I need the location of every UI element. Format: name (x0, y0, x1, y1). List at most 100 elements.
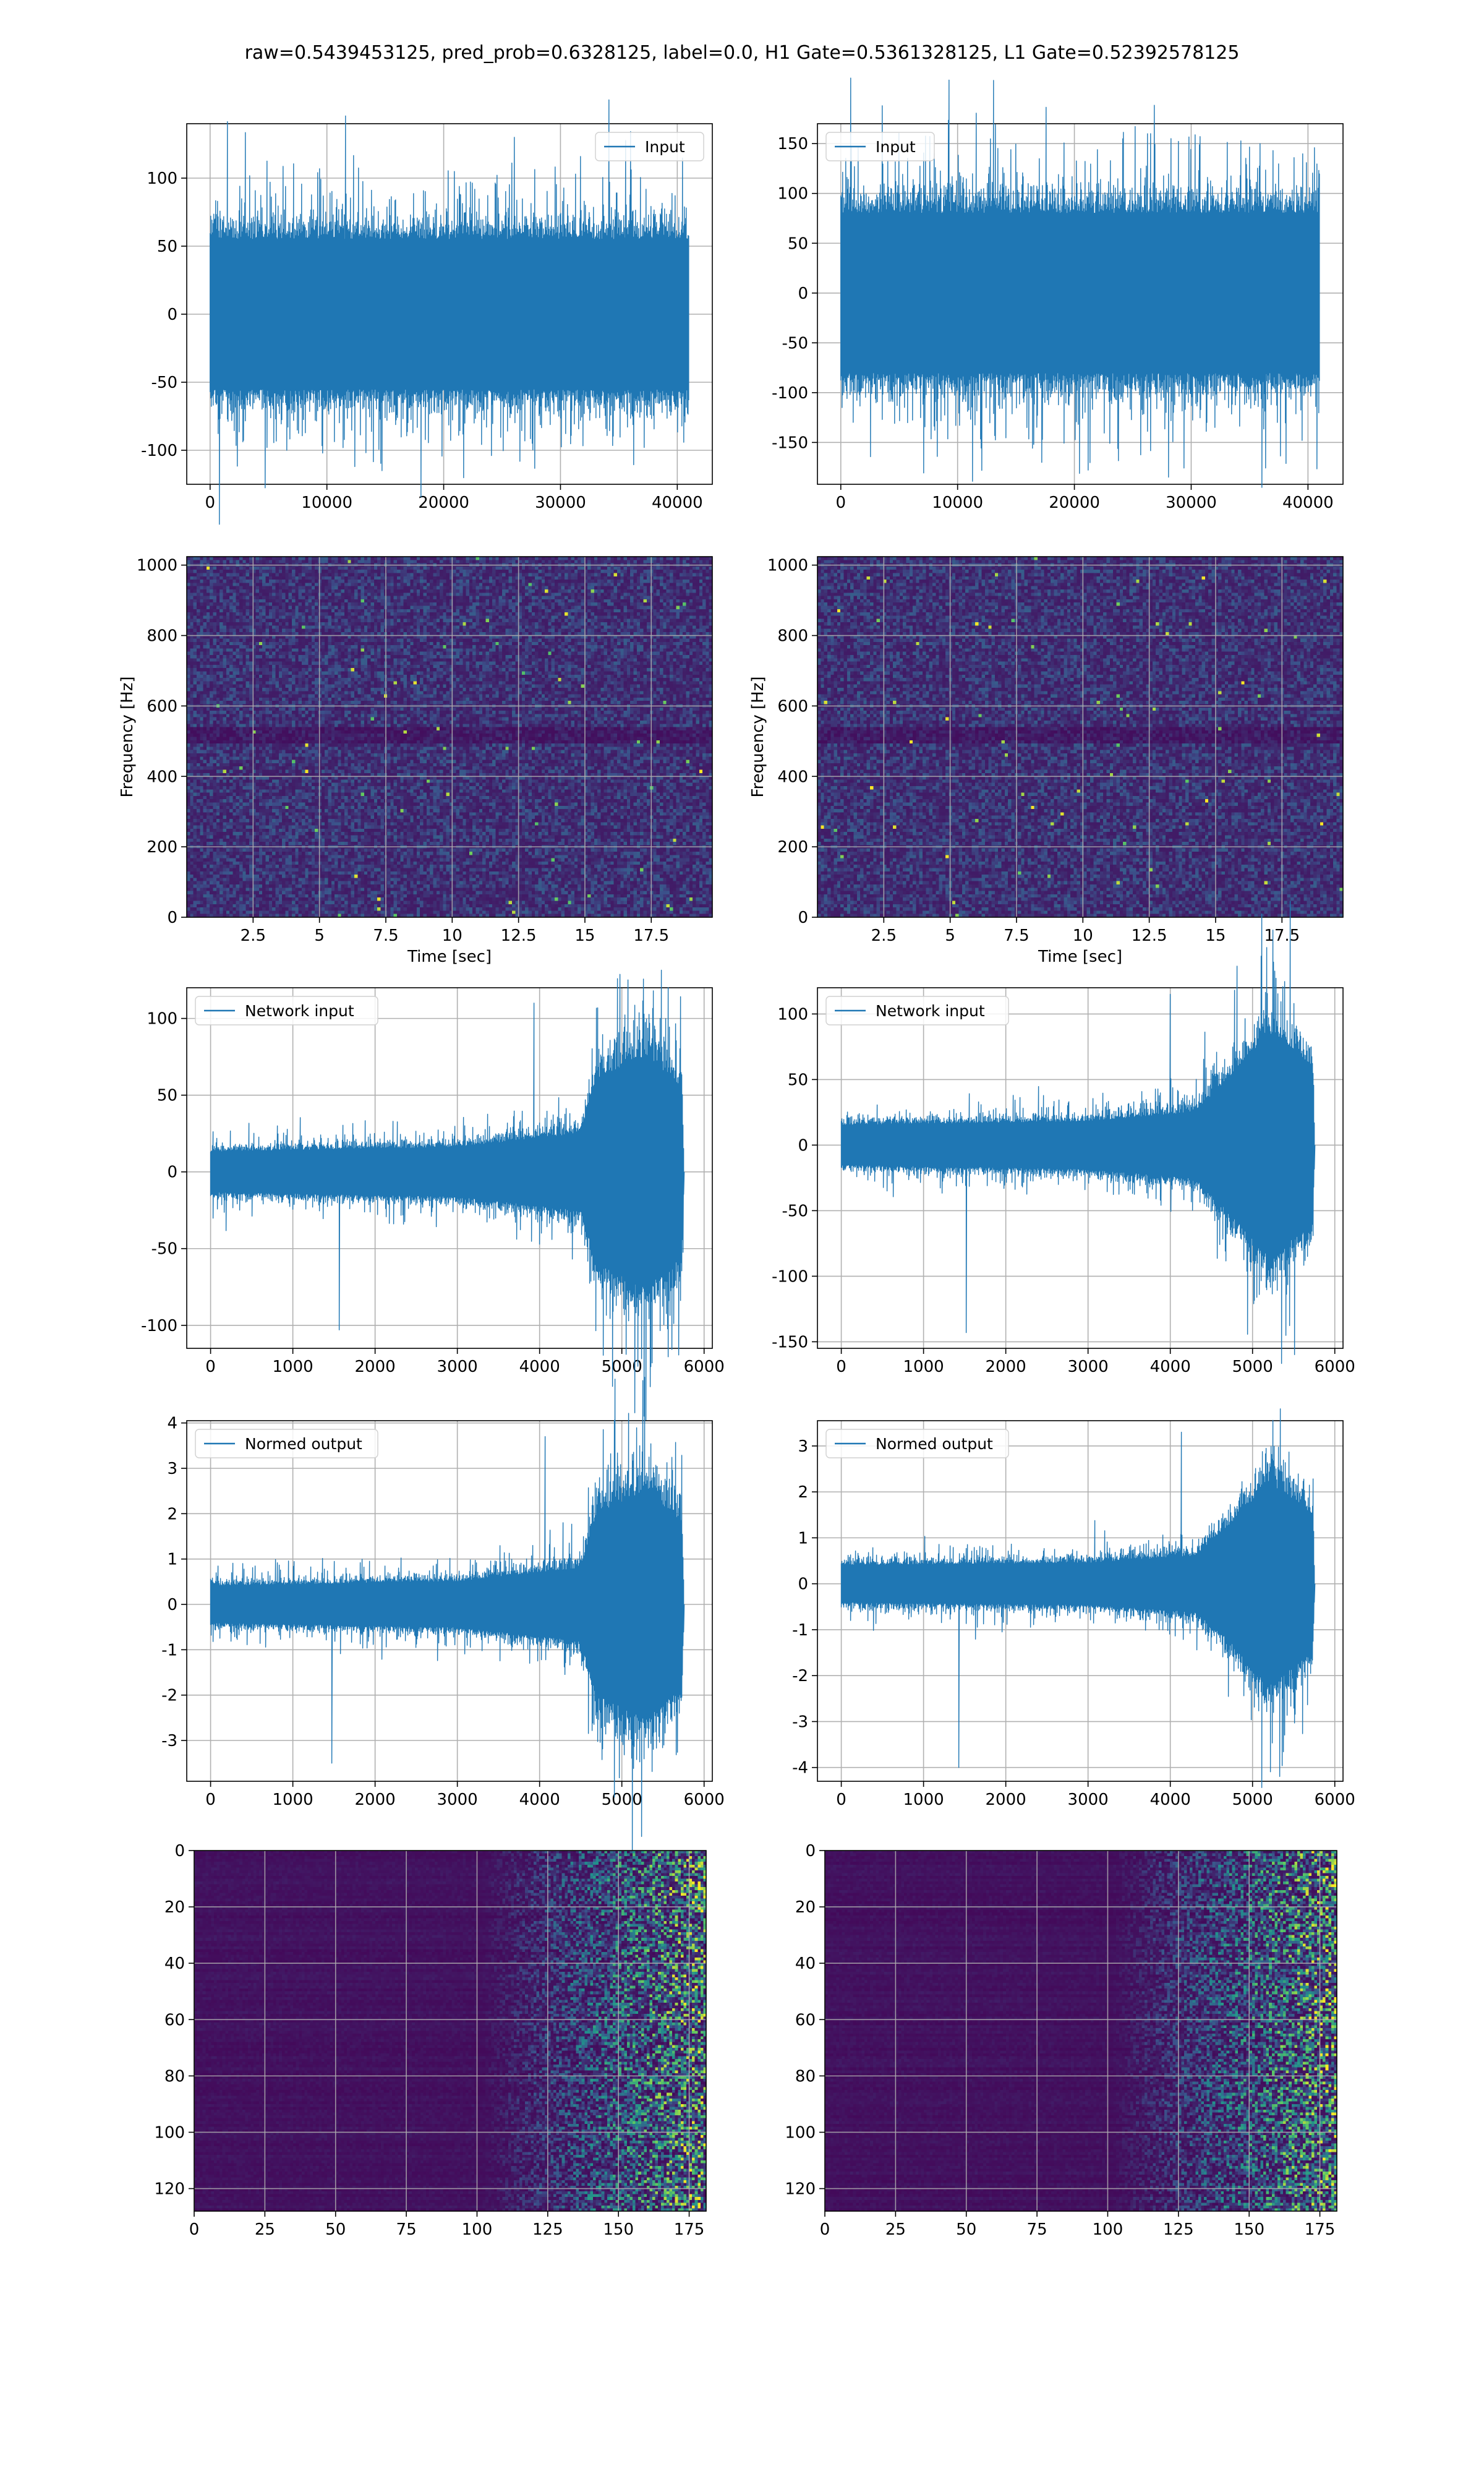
y-tick-label: 4 (167, 1415, 177, 1433)
axes-frame (824, 1850, 1337, 2212)
y-tick-label: -2 (792, 1667, 808, 1685)
x-tick-label: 0 (205, 1791, 216, 1809)
x-tick-label: 1000 (903, 1358, 944, 1376)
x-tick-label: 50 (325, 2220, 346, 2239)
chart-spec_l1: 2.5 5 7.5 10 12.5 15 17.5 0 200 400 600 800 1000 Time… (749, 556, 1344, 966)
y-tick-label: 600 (777, 697, 808, 716)
x-tick-label: 25 (255, 2220, 275, 2239)
x-tick-label: 40000 (652, 494, 703, 512)
series-line (210, 1377, 685, 1854)
x-tick-label: 10000 (301, 494, 352, 512)
legend: Network input (195, 996, 378, 1025)
y-tick-label: 80 (795, 2067, 816, 2086)
legend-label: Normed output (876, 1435, 993, 1453)
x-tick-label: 150 (603, 2220, 634, 2239)
x-tick-label: 6000 (684, 1358, 725, 1376)
x-tick-label: 1000 (273, 1358, 313, 1376)
y-tick-label: 1 (798, 1529, 808, 1547)
legend: Input (595, 132, 704, 161)
x-tick-label: 5 (314, 927, 325, 945)
legend-frame (825, 132, 935, 161)
x-tick-label: 12.5 (501, 927, 537, 945)
y-tick-label: 20 (795, 1898, 816, 1917)
x-tick-label: 25 (885, 2220, 906, 2239)
heatmap-image (825, 1851, 1337, 2211)
axes-frame (817, 1420, 1344, 1782)
y-tick-label: 400 (777, 768, 808, 786)
y-tick-label: -50 (151, 1240, 177, 1259)
x-tick-label: 4000 (519, 1358, 560, 1376)
y-tick-label: 100 (785, 2123, 816, 2142)
chart-net_l1: 0 1000 2000 3000 4000 5000 6000-150-100-500501… (772, 901, 1355, 1376)
y-tick-label: 400 (147, 768, 177, 786)
y-tick-label: 0 (167, 306, 177, 324)
x-tick-label: 50 (956, 2220, 976, 2239)
y-tick-label: 20 (164, 1898, 185, 1917)
y-tick-label: 60 (164, 2011, 185, 2029)
y-axis-label: Frequency [Hz] (118, 676, 137, 797)
series-line (840, 1408, 1316, 1788)
axes-frame (186, 987, 713, 1349)
y-tick-label: 2 (798, 1483, 808, 1502)
x-axis-label: Time [sec] (1038, 948, 1122, 966)
x-tick-label: 17.5 (1264, 927, 1300, 945)
y-tick-label: -100 (772, 1267, 808, 1286)
y-tick-label: -150 (772, 434, 808, 452)
y-tick-label: 100 (777, 1005, 808, 1024)
y-tick-label: 100 (154, 2123, 185, 2142)
y-tick-label: 150 (777, 135, 808, 153)
x-tick-label: 3000 (1068, 1791, 1109, 1809)
x-tick-label: 5000 (602, 1358, 642, 1376)
x-tick-label: 10000 (932, 494, 983, 512)
heatmap-image (187, 557, 712, 917)
x-tick-label: 5 (945, 927, 955, 945)
legend-label: Network input (245, 1002, 354, 1020)
legend-frame (195, 996, 378, 1025)
y-tick-label: 800 (147, 627, 177, 646)
axes-frame (817, 987, 1344, 1349)
axes-frame (817, 123, 1344, 485)
y-tick-label: 1000 (767, 557, 808, 575)
y-tick-label: -50 (782, 1202, 808, 1220)
series-line (210, 969, 685, 1429)
x-tick-label: 175 (1305, 2220, 1336, 2239)
x-tick-label: 75 (396, 2220, 417, 2239)
y-tick-label: -4 (792, 1759, 808, 1778)
legend: Normed output (825, 1429, 1009, 1458)
y-tick-label: -1 (792, 1621, 808, 1640)
x-tick-label: 10 (442, 927, 463, 945)
x-tick-label: 1000 (903, 1791, 944, 1809)
chart-spec_h1: 2.5 5 7.5 10 12.5 15 17.5 0 200 400 600 800 1000 Time… (118, 556, 713, 966)
y-tick-label: 0 (798, 1575, 808, 1594)
chart-emb_h1: 0 25 50 75 100 125 150 175 0 20 40 60 80 100 120 (154, 1842, 707, 2239)
y-tick-label: 0 (167, 909, 177, 927)
y-tick-label: 40 (164, 1954, 185, 1973)
chart-norm_l1: 0 1000 2000 3000 4000 5000 6000 -4 -3 -2 -1 0 1 2 3 Nor… (792, 1408, 1355, 1809)
x-tick-label: 12.5 (1132, 927, 1167, 945)
chart-norm_h1: 0 1000 2000 3000 4000 5000 6000 -3 -2 -1 0 1 2 3 4 Norm… (161, 1377, 725, 1854)
y-tick-label: 50 (157, 238, 177, 256)
legend-frame (595, 132, 704, 161)
x-tick-label: 100 (1093, 2220, 1124, 2239)
chart-input_l1: 0 10000 20000 30000 40000 -150 -100 -50 0 50 100 15… (772, 77, 1344, 512)
x-tick-label: 1000 (273, 1791, 313, 1809)
heatmap-image (817, 557, 1343, 917)
chart-emb_l1: 0 25 50 75 100 125 150 175 0 20 40 60 80 100 120 (785, 1842, 1337, 2239)
x-tick-label: 2000 (986, 1358, 1026, 1376)
y-tick-label: 120 (154, 2180, 185, 2199)
x-tick-label: 10 (1073, 927, 1093, 945)
y-tick-label: 0 (798, 909, 808, 927)
x-tick-label: 3000 (1068, 1358, 1109, 1376)
x-tick-label: 75 (1027, 2220, 1047, 2239)
y-tick-label: 3 (798, 1437, 808, 1456)
y-tick-label: 50 (788, 234, 808, 253)
x-tick-label: 4000 (1150, 1791, 1191, 1809)
x-tick-label: 15 (574, 927, 595, 945)
y-tick-label: 40 (795, 1954, 816, 1973)
y-tick-label: 1000 (137, 557, 177, 575)
x-tick-label: 5000 (602, 1791, 642, 1809)
y-tick-label: 2 (167, 1505, 177, 1523)
y-tick-label: 1 (167, 1551, 177, 1569)
x-tick-label: 0 (836, 494, 846, 512)
